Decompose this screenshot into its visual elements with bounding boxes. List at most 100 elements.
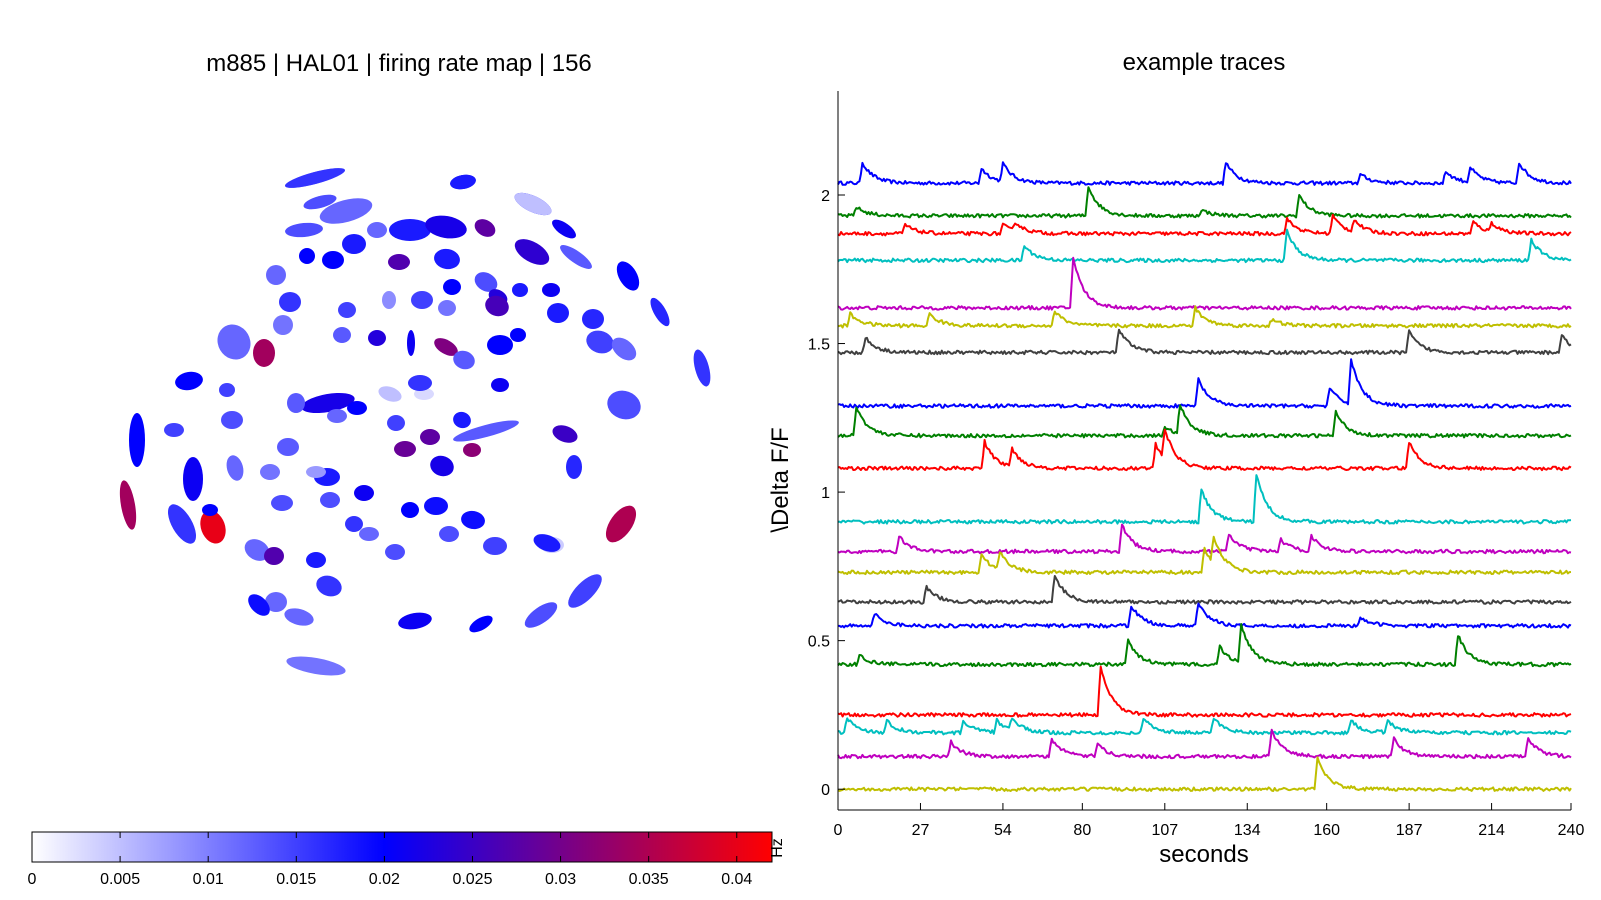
dff-trace bbox=[837, 358, 1572, 409]
dff-trace bbox=[837, 717, 1572, 736]
cell-roi bbox=[303, 194, 337, 210]
dff-trace bbox=[837, 728, 1572, 760]
cell-roi bbox=[183, 457, 203, 501]
cell-roi bbox=[248, 594, 270, 616]
dff-trace bbox=[837, 213, 1572, 237]
cell-roi bbox=[345, 516, 363, 532]
cell-roi bbox=[367, 222, 387, 238]
colorbar-tick-label: 0 bbox=[28, 871, 37, 888]
cell-roi bbox=[333, 327, 351, 343]
cell-roi bbox=[547, 303, 569, 323]
cell-roi bbox=[514, 239, 550, 265]
cell-roi bbox=[389, 219, 431, 241]
x-tick-label: 54 bbox=[994, 822, 1012, 839]
colorbar-tick-label: 0.015 bbox=[276, 871, 316, 888]
x-tick-label: 214 bbox=[1478, 822, 1505, 839]
cell-roi bbox=[607, 390, 641, 420]
cell-roi bbox=[411, 291, 433, 309]
cell-roi bbox=[264, 547, 284, 565]
cell-roi bbox=[469, 615, 493, 633]
cell-roi bbox=[287, 393, 305, 413]
dff-trace bbox=[837, 404, 1572, 439]
cell-roi bbox=[450, 174, 476, 190]
colorbar-tick-label: 0.01 bbox=[193, 871, 224, 888]
cell-roi bbox=[319, 198, 373, 224]
dff-trace bbox=[837, 535, 1572, 576]
cell-roi bbox=[443, 279, 461, 295]
cell-roi bbox=[253, 339, 275, 367]
cell-roi bbox=[420, 429, 440, 445]
colorbar-ticks: 0 0.005 0.01 0.015 0.02 0.025 0.03 0.035 0.04 bbox=[28, 832, 752, 888]
map-title: m885 | HAL01 | firing rate map | 156 bbox=[206, 50, 592, 77]
firing-rate-map bbox=[119, 168, 711, 676]
y-tick-label: 1.5 bbox=[808, 337, 830, 354]
cell-roi bbox=[453, 411, 471, 429]
cell-roi bbox=[338, 302, 356, 318]
cell-roi bbox=[327, 409, 347, 423]
cell-roi bbox=[491, 378, 509, 392]
cell-roi bbox=[219, 383, 235, 397]
cell-roi bbox=[277, 438, 299, 456]
cell-roi bbox=[202, 504, 218, 516]
trace-axes: 0 27 54 80 107 134 160 187 214 240 0 0.5 1 1.5 2 bbox=[808, 91, 1585, 839]
cell-roi bbox=[542, 283, 560, 297]
colorbar-tick-label: 0.03 bbox=[545, 871, 576, 888]
cell-roi bbox=[200, 510, 226, 544]
y-tick-label: 1 bbox=[821, 485, 830, 502]
cell-roi bbox=[434, 248, 460, 270]
dff-trace bbox=[837, 256, 1572, 311]
x-tick-label: 160 bbox=[1313, 822, 1340, 839]
cell-roi bbox=[342, 234, 366, 254]
dff-trace bbox=[837, 665, 1572, 718]
cell-roi bbox=[425, 215, 467, 239]
cell-roi bbox=[650, 297, 670, 327]
dff-trace bbox=[837, 228, 1572, 264]
cell-roi bbox=[611, 337, 637, 361]
cell-roi bbox=[407, 330, 415, 356]
cell-roi bbox=[430, 455, 454, 477]
x-tick-label: 107 bbox=[1151, 822, 1178, 839]
dff-trace bbox=[837, 756, 1572, 792]
cell-roi bbox=[168, 504, 197, 544]
cell-roi bbox=[568, 574, 602, 608]
cell-roi bbox=[368, 330, 386, 346]
cell-roi bbox=[175, 371, 203, 391]
cell-roi bbox=[273, 315, 293, 335]
cell-roi bbox=[320, 492, 340, 508]
cell-roi bbox=[359, 527, 379, 541]
dff-trace bbox=[837, 623, 1572, 668]
x-tick-label: 240 bbox=[1558, 822, 1585, 839]
dff-trace bbox=[837, 428, 1572, 472]
dff-trace bbox=[837, 474, 1572, 525]
x-tick-label: 27 bbox=[912, 822, 930, 839]
dff-trace bbox=[837, 161, 1572, 186]
cell-roi bbox=[316, 575, 342, 597]
cell-roi bbox=[394, 441, 416, 457]
cell-roi bbox=[510, 328, 526, 342]
dff-trace bbox=[838, 602, 1572, 629]
cell-roi bbox=[533, 534, 561, 552]
cell-roi bbox=[354, 485, 374, 501]
y-tick-label: 0.5 bbox=[808, 634, 830, 651]
cell-roi bbox=[387, 415, 405, 431]
dff-trace bbox=[837, 328, 1572, 356]
cell-roi bbox=[474, 219, 496, 237]
x-axis-label: seconds bbox=[1159, 841, 1248, 868]
cell-roi bbox=[582, 309, 604, 329]
colorbar-tick-label: 0.035 bbox=[629, 871, 669, 888]
colorbar-tick-label: 0.005 bbox=[100, 871, 140, 888]
cell-roi bbox=[463, 443, 481, 457]
x-tick-label: 0 bbox=[834, 822, 843, 839]
cell-roi bbox=[514, 192, 552, 216]
trace-lines bbox=[837, 161, 1572, 792]
y-tick-label: 0 bbox=[821, 782, 830, 799]
y-axis-label: \Delta F/F bbox=[767, 427, 794, 532]
traces-title: example traces bbox=[1123, 49, 1286, 76]
cell-roi bbox=[385, 544, 405, 560]
cell-roi bbox=[299, 248, 315, 264]
cell-roi bbox=[164, 423, 184, 437]
cell-roi bbox=[226, 455, 244, 481]
cell-roi bbox=[616, 261, 640, 291]
cell-roi bbox=[485, 295, 509, 317]
